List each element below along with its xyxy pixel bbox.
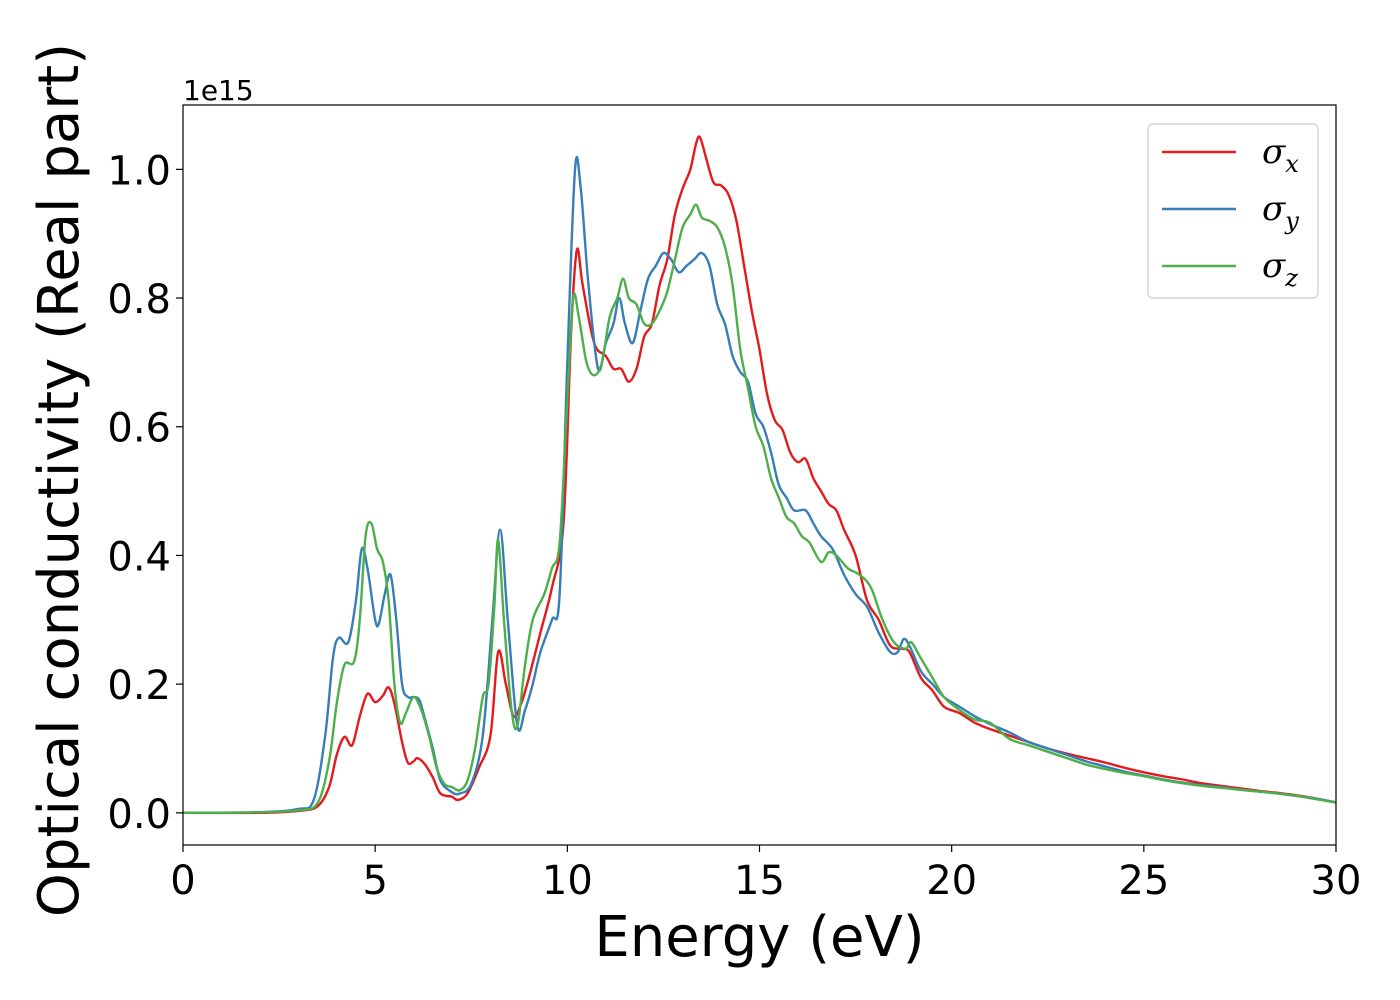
x-tick-label: 0 [170, 858, 195, 904]
x-tick-label: 15 [734, 858, 785, 904]
y-tick-label: 0.8 [107, 277, 171, 323]
legend-label-y: σy [1262, 189, 1299, 235]
y-axis-title: Optical conductivity (Real part) [27, 43, 92, 917]
legend-label-base: σ [1262, 246, 1286, 286]
y-axis-ticks: 0.0 0.2 0.4 0.6 0.8 1.0 [107, 148, 183, 838]
x-tick-label: 20 [926, 858, 977, 904]
legend-label-subscript: y [1284, 207, 1299, 235]
series-line-x [182, 135, 1337, 815]
legend-label-x: σx [1262, 132, 1299, 178]
x-axis-title: Energy (eV) [594, 905, 924, 970]
series-layer [182, 135, 1337, 815]
x-tick-label: 30 [1311, 858, 1362, 904]
y-tick-label: 0.0 [107, 792, 171, 838]
x-tick-label: 5 [362, 858, 387, 904]
y-tick-label: 0.6 [107, 406, 171, 452]
legend-label-subscript: x [1285, 150, 1299, 178]
legend-label-base: σ [1262, 189, 1286, 229]
legend-label-base: σ [1262, 132, 1286, 172]
x-axis-ticks: 0 5 10 15 20 25 30 [170, 845, 1361, 904]
legend-label-subscript: z [1284, 264, 1298, 292]
y-tick-label: 0.2 [107, 663, 171, 709]
y-axis-offset-label: 1e15 [183, 74, 254, 107]
series-line-z [182, 203, 1337, 815]
legend-label-z: σz [1262, 246, 1298, 292]
y-tick-label: 1.0 [107, 148, 171, 194]
legend-box [1147, 123, 1319, 299]
y-tick-label: 0.4 [107, 534, 171, 580]
x-tick-label: 10 [542, 858, 593, 904]
x-tick-label: 25 [1118, 858, 1169, 904]
